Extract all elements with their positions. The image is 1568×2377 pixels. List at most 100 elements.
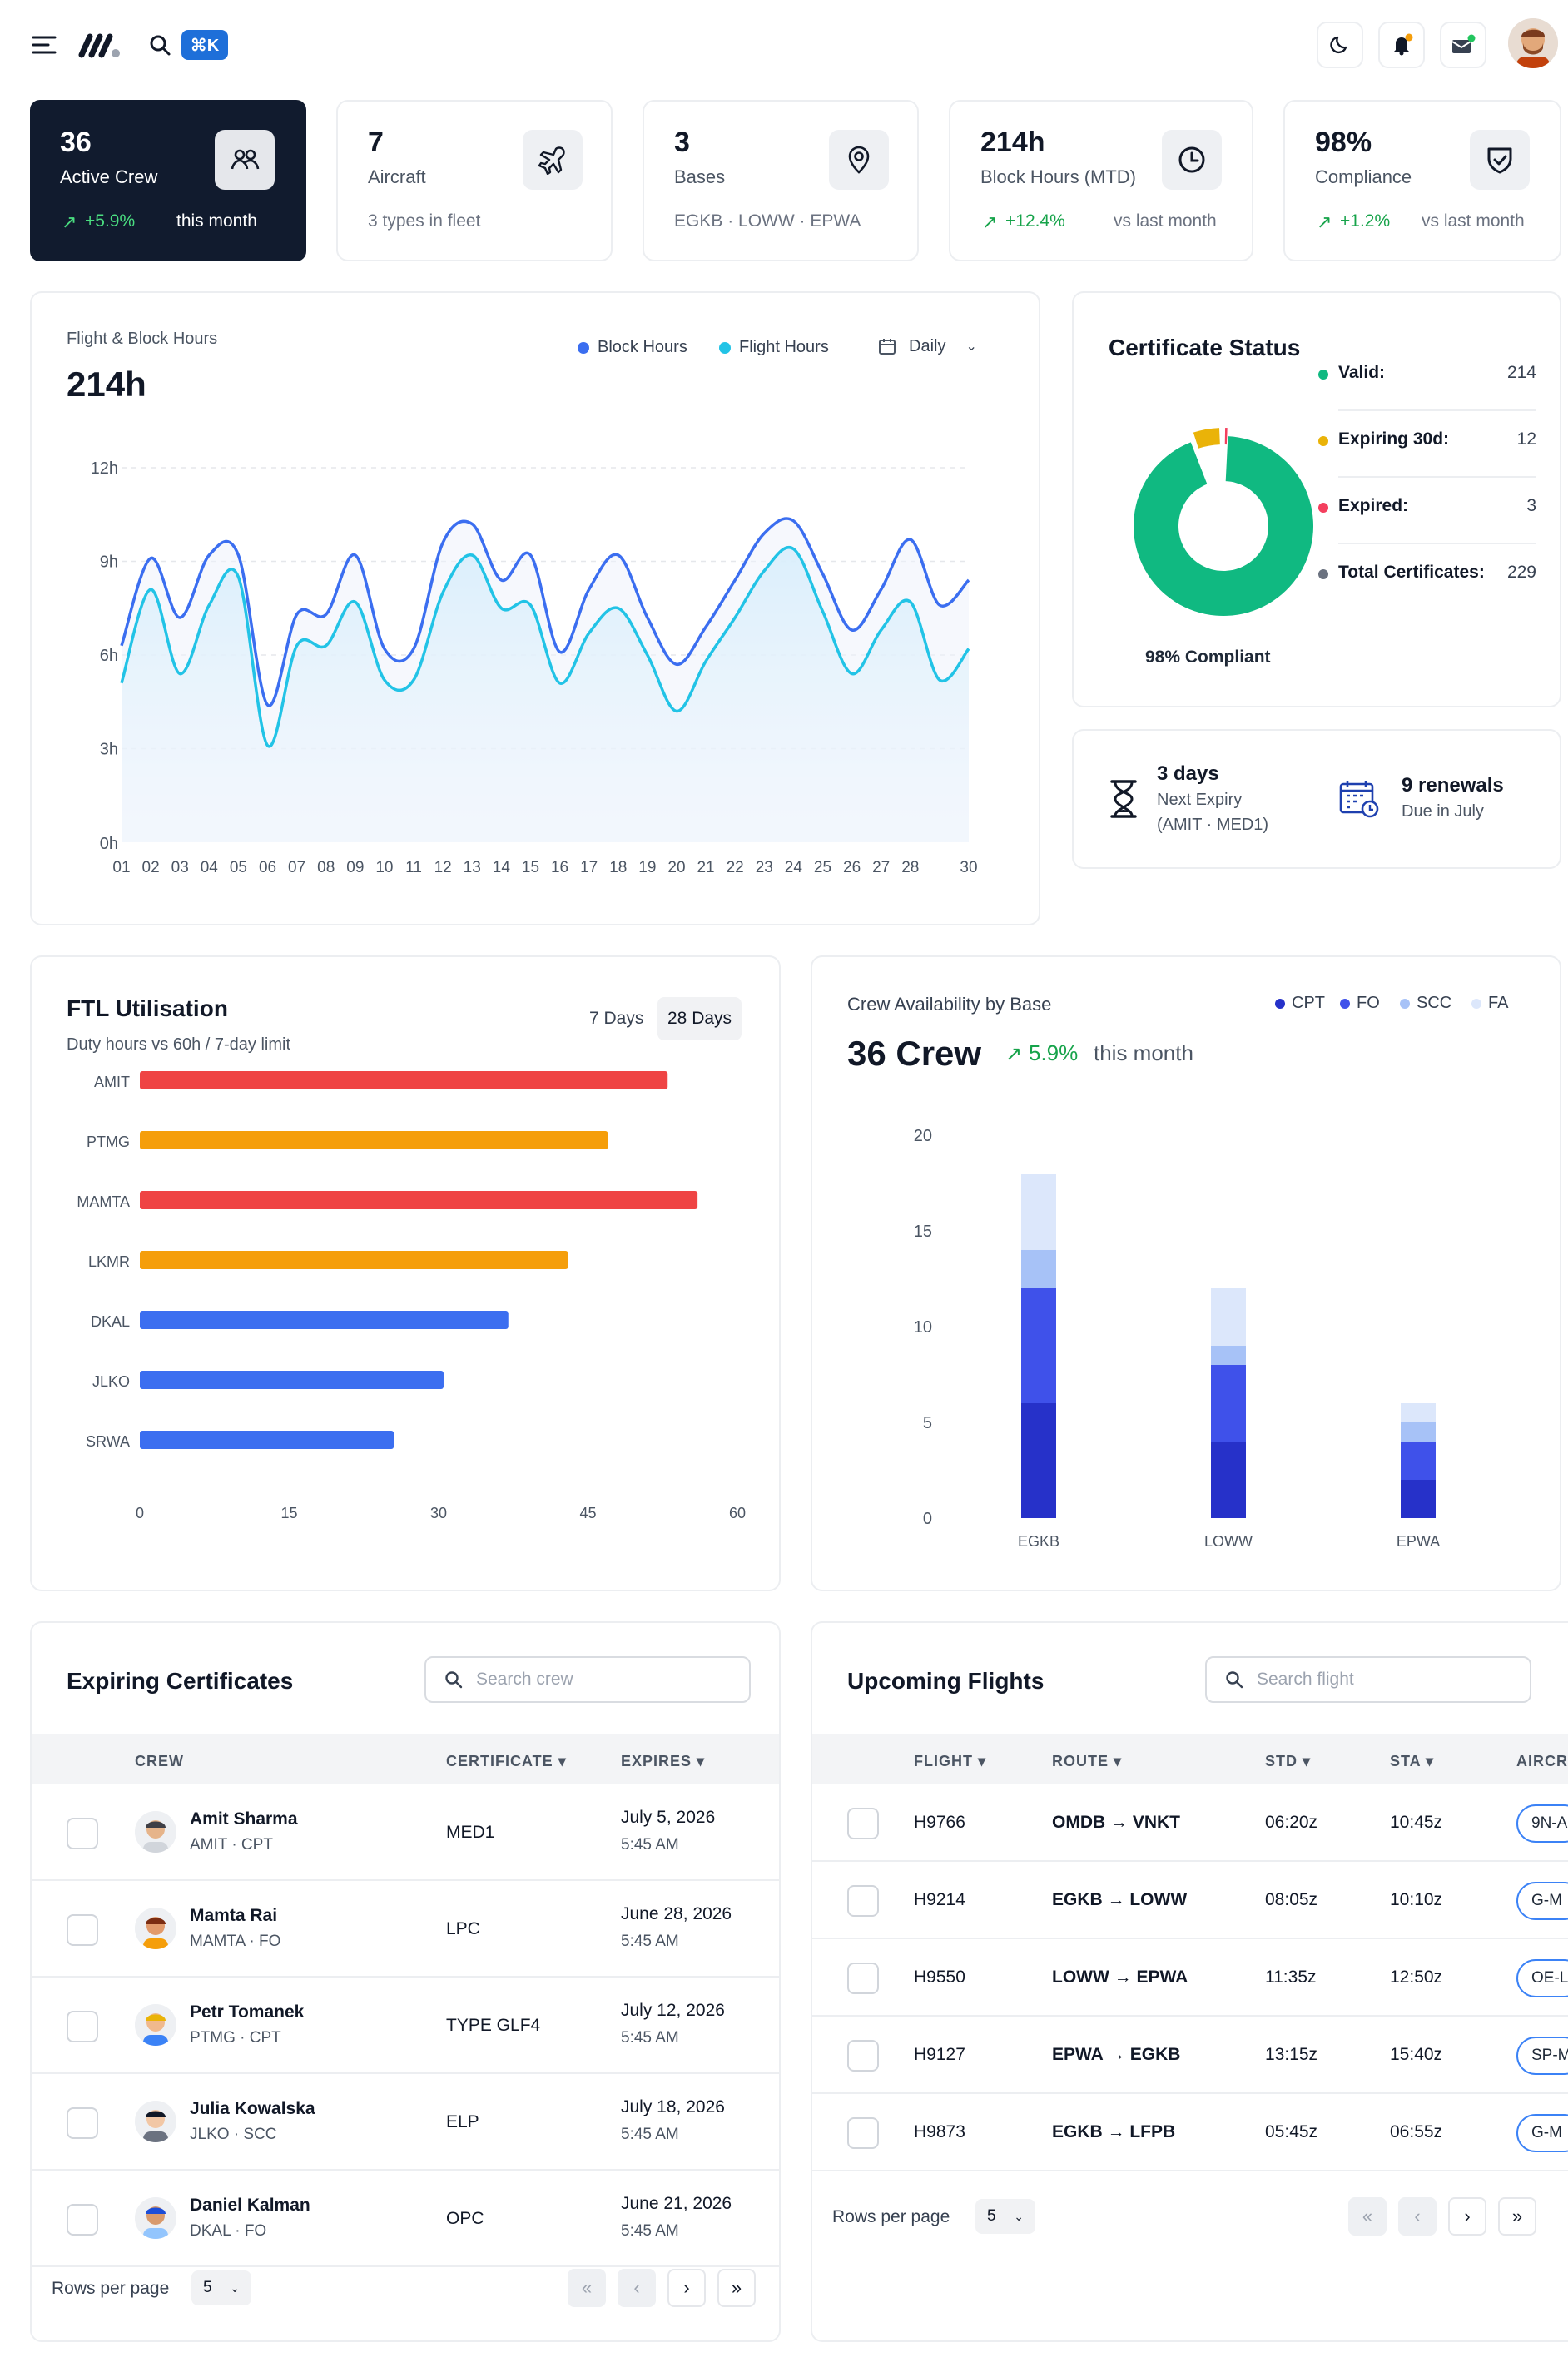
row-checkbox[interactable] — [67, 2204, 98, 2236]
row-checkbox[interactable] — [67, 1818, 98, 1849]
table-row[interactable]: H9550 LOWW → EPWA 11:35z 12:50z OE-L — [812, 1939, 1568, 2017]
y-tick-label: 0h — [100, 835, 118, 853]
stat-card-block-hours[interactable]: 214h Block Hours (MTD) ↗ +12.4% vs last … — [949, 100, 1253, 261]
col-route[interactable]: ROUTE ▾ — [1052, 1753, 1122, 1770]
donut-slice-expired — [1224, 428, 1228, 445]
legend-dot — [578, 341, 589, 354]
table-row[interactable]: H9873 EGKB → LFPB 05:45z 06:55z G-M — [812, 2094, 1568, 2171]
table-row[interactable]: Amit Sharma AMIT · CPT MED1 July 5, 2026 5:4… — [32, 1784, 779, 1881]
block-hours-point — [644, 614, 651, 621]
crew-search-input[interactable] — [476, 1670, 726, 1690]
aircraft-tag[interactable]: G-M — [1516, 1882, 1568, 1920]
flight-hours-point — [439, 589, 446, 596]
messages-button[interactable] — [1440, 22, 1486, 68]
app-logo[interactable] — [78, 30, 122, 60]
x-tick-label: 15 — [280, 1505, 297, 1521]
col-certificate[interactable]: CERTIFICATE ▾ — [446, 1753, 567, 1770]
block-hours-point — [557, 648, 563, 655]
certificate-donut — [1134, 428, 1313, 616]
crew-name: Amit Sharma — [190, 1809, 298, 1829]
x-tick-label: 03 — [171, 859, 189, 876]
next-expiry-detail: (AMIT · MED1) — [1157, 816, 1269, 834]
x-tick-label: 0 — [136, 1505, 144, 1521]
bar-category-label: JLKO — [92, 1373, 130, 1390]
flight-sta: 06:55z — [1390, 2122, 1443, 2141]
theme-toggle-button[interactable] — [1317, 22, 1363, 68]
table-row[interactable]: H9127 EPWA → EGKB 13:15z 15:40z SP-M — [812, 2017, 1568, 2094]
crew-delta: 5.9% — [1029, 1040, 1079, 1065]
col-aircraft[interactable]: AIRCR — [1516, 1753, 1568, 1769]
row-checkbox[interactable] — [847, 2040, 879, 2072]
stat-card-aircraft[interactable]: 7 Aircraft 3 types in fleet — [336, 100, 613, 261]
table-row[interactable]: Mamta Rai MAMTA · FO LPC June 28, 2026 5:45 … — [32, 1881, 779, 1978]
tab-28-days[interactable]: 28 Days — [657, 997, 742, 1040]
shortcut-badge[interactable]: ⌘K — [181, 30, 228, 60]
expiry-date: July 5, 2026 — [621, 1808, 716, 1827]
flight-search[interactable] — [1205, 1656, 1531, 1703]
row-checkbox[interactable] — [847, 2117, 879, 2149]
stat-value: 214h — [980, 127, 1045, 158]
next-page-button[interactable]: › — [667, 2269, 706, 2307]
col-sta[interactable]: STA ▾ — [1390, 1753, 1434, 1770]
x-tick-label: 02 — [142, 859, 160, 876]
row-checkbox[interactable] — [847, 1963, 879, 1994]
flight-hours-point — [527, 602, 533, 608]
prev-page-button[interactable]: ‹ — [1398, 2197, 1437, 2236]
period-selector[interactable]: Daily ⌄ — [877, 331, 1002, 361]
table-row[interactable]: H9214 EGKB → LOWW 08:05z 10:10z G-M — [812, 1862, 1568, 1939]
flight-hours-point — [965, 646, 972, 653]
table-row[interactable]: Julia Kowalska JLKO · SCC ELP July 18, 2026… — [32, 2074, 779, 2171]
flight-number: H9127 — [914, 2045, 965, 2064]
row-checkbox[interactable] — [67, 2011, 98, 2042]
aircraft-tag[interactable]: G-M — [1516, 2114, 1568, 2152]
first-page-button[interactable]: « — [568, 2269, 606, 2307]
stat-card-compliance[interactable]: 98% Compliance ↗ +1.2% vs last month — [1283, 100, 1561, 261]
user-avatar[interactable] — [1508, 18, 1558, 68]
renewals-label: Due in July — [1402, 802, 1484, 821]
table-row[interactable]: Daniel Kalman DKAL · FO OPC June 21, 2026 5:… — [32, 2171, 779, 2267]
aircraft-tag[interactable]: OE-L — [1516, 1959, 1568, 1997]
x-tick-label: 22 — [727, 859, 744, 876]
search-icon[interactable] — [148, 33, 171, 57]
rows-per-page-select[interactable]: 5 ⌄ — [975, 2199, 1035, 2234]
rows-per-page-select[interactable]: 5 ⌄ — [191, 2270, 251, 2305]
x-category-label: LOWW — [1204, 1533, 1253, 1550]
table-row[interactable]: Petr Tomanek PTMG · CPT TYPE GLF4 July 12, … — [32, 1978, 779, 2074]
expiry-date: June 28, 2026 — [621, 1904, 732, 1923]
last-page-button[interactable]: » — [717, 2269, 756, 2307]
legend-label: Flight Hours — [739, 338, 829, 356]
next-page-button[interactable]: › — [1448, 2197, 1486, 2236]
row-checkbox[interactable] — [67, 1914, 98, 1946]
crew-search[interactable] — [424, 1656, 751, 1703]
row-checkbox[interactable] — [847, 1885, 879, 1917]
crew-code: MAMTA · FO — [190, 1933, 281, 1950]
aircraft-tag[interactable]: 9N-A — [1516, 1804, 1568, 1843]
certificate-type: OPC — [446, 2209, 484, 2228]
row-divider — [32, 2072, 779, 2074]
ftl-bar — [140, 1251, 568, 1269]
table-header — [812, 1734, 1568, 1784]
stat-card-active-crew[interactable]: 36 Active Crew ↗ +5.9% this month — [30, 100, 306, 261]
col-expires[interactable]: EXPIRES ▾ — [621, 1753, 705, 1770]
table-row[interactable]: H9766 OMDB → VNKT 06:20z 10:45z 9N-A — [812, 1784, 1568, 1862]
ftl-bar — [140, 1071, 668, 1089]
last-page-button[interactable]: » — [1498, 2197, 1536, 2236]
sort-icon: ▾ — [558, 1753, 567, 1769]
col-std[interactable]: STD ▾ — [1265, 1753, 1311, 1770]
stat-card-bases[interactable]: 3 Bases EGKB · LOWW · EPWA — [643, 100, 919, 261]
prev-page-button[interactable]: ‹ — [618, 2269, 656, 2307]
row-checkbox[interactable] — [847, 1808, 879, 1839]
stat-value: 3 — [674, 127, 690, 158]
aircraft-tag[interactable]: SP-M — [1516, 2037, 1568, 2075]
col-flight[interactable]: FLIGHT ▾ — [914, 1753, 986, 1770]
rows-per-page-label: Rows per page — [832, 2207, 950, 2226]
chevron-down-icon: ⌄ — [230, 2280, 240, 2295]
legend-dot — [1400, 998, 1410, 1009]
flight-search-input[interactable] — [1257, 1670, 1506, 1690]
first-page-button[interactable]: « — [1348, 2197, 1387, 2236]
col-crew[interactable]: CREW — [135, 1753, 184, 1769]
notifications-button[interactable] — [1378, 22, 1425, 68]
row-checkbox[interactable] — [67, 2107, 98, 2139]
tab-7-days[interactable]: 7 Days — [589, 1009, 644, 1028]
menu-icon[interactable] — [32, 33, 58, 57]
